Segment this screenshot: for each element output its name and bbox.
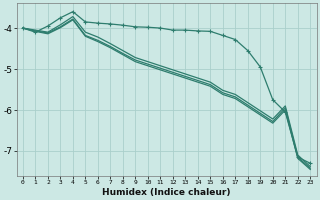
X-axis label: Humidex (Indice chaleur): Humidex (Indice chaleur) — [102, 188, 231, 197]
